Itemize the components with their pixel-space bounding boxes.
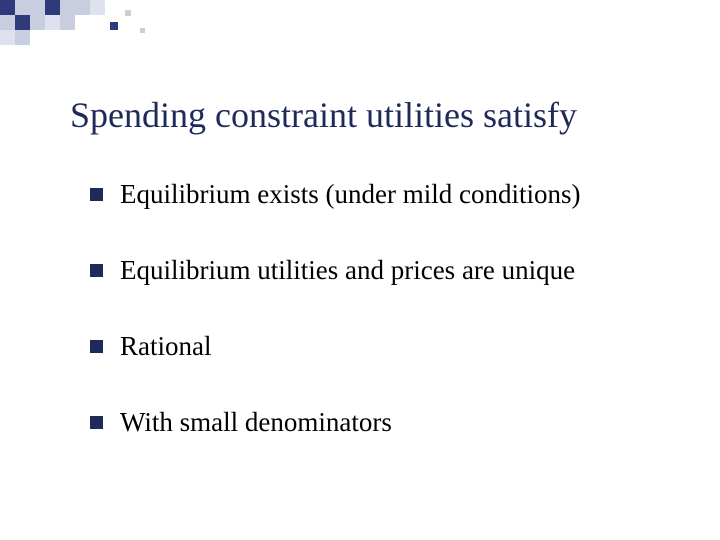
bullet-text: Rational <box>120 331 211 361</box>
slide-body: Spending constraint utilities satisfy Eq… <box>0 0 720 540</box>
list-item: With small denominators <box>90 406 660 440</box>
list-item: Equilibrium exists (under mild condition… <box>90 178 660 212</box>
bullet-text: With small denominators <box>120 407 392 437</box>
bullet-text: Equilibrium utilities and prices are uni… <box>120 255 575 285</box>
bullet-text: Equilibrium exists (under mild condition… <box>120 179 580 209</box>
list-item: Rational <box>90 330 660 364</box>
list-item: Equilibrium utilities and prices are uni… <box>90 254 660 288</box>
bullet-list: Equilibrium exists (under mild condition… <box>70 178 660 439</box>
slide-title: Spending constraint utilities satisfy <box>70 95 660 136</box>
